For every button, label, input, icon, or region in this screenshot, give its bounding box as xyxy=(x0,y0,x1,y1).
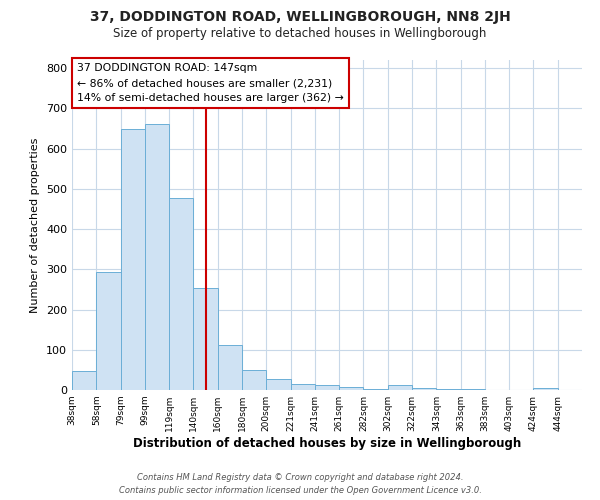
Text: Size of property relative to detached houses in Wellingborough: Size of property relative to detached ho… xyxy=(113,28,487,40)
Bar xyxy=(72,370,96,390)
Bar xyxy=(412,388,436,390)
Bar xyxy=(339,387,364,390)
Bar xyxy=(242,370,266,390)
Text: 37 DODDINGTON ROAD: 147sqm
← 86% of detached houses are smaller (2,231)
14% of s: 37 DODDINGTON ROAD: 147sqm ← 86% of deta… xyxy=(77,64,344,103)
X-axis label: Distribution of detached houses by size in Wellingborough: Distribution of detached houses by size … xyxy=(133,437,521,450)
Bar xyxy=(315,385,339,390)
Bar xyxy=(96,272,121,390)
Bar xyxy=(461,389,485,390)
Bar xyxy=(533,388,558,390)
Bar xyxy=(364,389,388,390)
Bar xyxy=(290,384,315,390)
Bar xyxy=(193,288,218,390)
Text: Contains HM Land Registry data © Crown copyright and database right 2024.
Contai: Contains HM Land Registry data © Crown c… xyxy=(119,474,481,495)
Y-axis label: Number of detached properties: Number of detached properties xyxy=(31,138,40,312)
Bar xyxy=(388,385,412,390)
Bar xyxy=(121,129,145,390)
Bar xyxy=(218,344,242,390)
Bar xyxy=(436,389,461,390)
Bar xyxy=(169,198,193,390)
Text: 37, DODDINGTON ROAD, WELLINGBOROUGH, NN8 2JH: 37, DODDINGTON ROAD, WELLINGBOROUGH, NN8… xyxy=(89,10,511,24)
Bar xyxy=(145,124,169,390)
Bar xyxy=(266,379,290,390)
